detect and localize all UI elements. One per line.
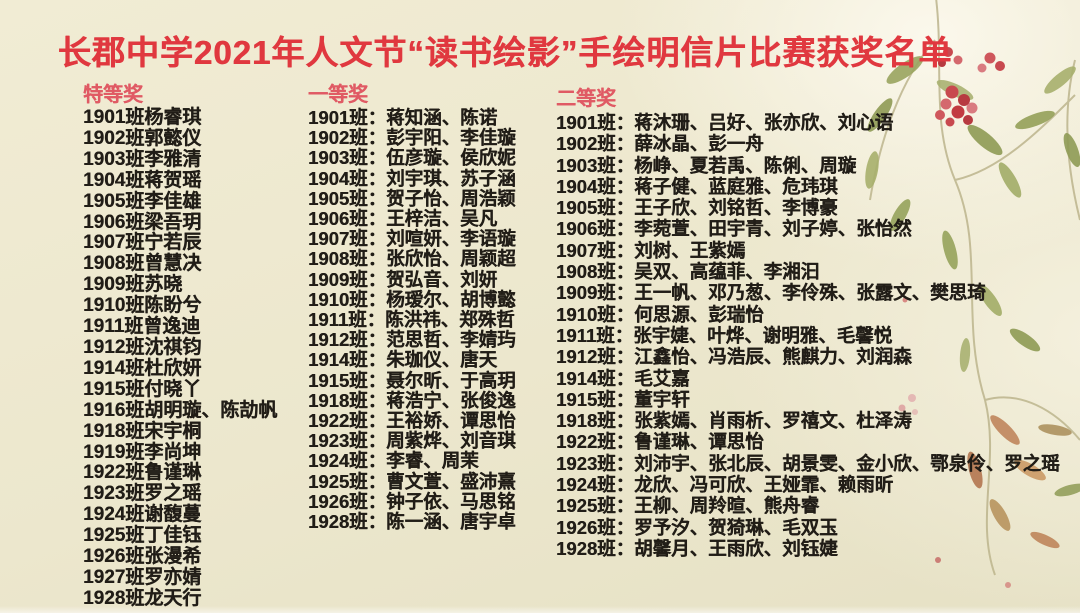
poster-title: 长郡中学2021年人文节“读书绘影”手绘明信片比赛获奖名单 — [57, 34, 953, 71]
winner-entry: 1904班：蒋子健、蓝庭雅、危玮琪 — [556, 175, 838, 197]
winner-entry: 1922班鲁谨琳 — [83, 462, 202, 484]
winner-entry: 1914班杜欣妍 — [83, 357, 202, 379]
winner-entry: 1922班：王裕娇、谭思怡 — [308, 410, 516, 432]
winner-entry: 1907班：刘喧妍、李语璇 — [308, 228, 516, 250]
winner-entry: 1903班：杨峥、夏若禹、陈俐、周璇 — [556, 154, 857, 176]
winner-entry: 1908班：张欣怡、周颖超 — [308, 248, 516, 270]
winner-entry: 1912班：江鑫怡、冯浩辰、熊麒力、刘润森 — [556, 346, 912, 368]
first-prize-list: 1901班：蒋知涵、陈诺 1902班：彭宇阳、李佳璇 1903班：伍彦璇、侯欣妮 19… — [308, 107, 516, 533]
winner-entry: 1905班李佳雄 — [83, 190, 202, 212]
winner-entry: 1918班宋宇桐 — [83, 420, 202, 442]
winner-entry: 1918班：蒋浩宁、张俊逸 — [308, 389, 516, 411]
winner-entry: 1907班宁若辰 — [83, 232, 202, 254]
column-first-prize: 一等奖 1901班：蒋知涵、陈诺 1902班：彭宇阳、李佳璇 1903班：伍彦璇、侯… — [308, 84, 516, 532]
winner-entry: 1926班：罗予汐、贺猗琳、毛双玉 — [556, 516, 838, 538]
winner-entry: 1902班郭懿仪 — [83, 127, 202, 149]
winner-entry: 1910班陈盼兮 — [83, 295, 202, 317]
column-second-prize: 二等奖 1901班：蒋沐珊、吕好、张亦欣、刘心语 1902班：薛冰晶、彭一舟 190… — [556, 88, 1060, 559]
winner-entry: 1923班罗之瑶 — [83, 483, 202, 505]
winner-entry: 1911班：陈洪祎、郑殊哲 — [308, 309, 515, 331]
winner-entry: 1905班：王子欣、刘铭哲、李博豪 — [556, 197, 838, 219]
winner-entry: 1924班：李睿、周茉 — [308, 450, 479, 472]
column-special-prize: 特等奖 1901班杨睿琪 1902班郭懿仪 1903班李雅清 1904班蒋贺瑶 1905… — [83, 84, 277, 610]
winner-entry: 1915班：聂尔昕、于高玥 — [308, 369, 516, 391]
winner-entry: 1911班曾逸迪 — [83, 316, 201, 338]
winner-entry: 1912班沈祺钧 — [83, 336, 202, 358]
winner-entry: 1910班：杨瑷尔、胡博懿 — [308, 288, 516, 310]
winner-entry: 1904班蒋贺瑶 — [83, 169, 202, 191]
winner-entry: 1923班：刘沛宇、张北辰、胡景雯、金小欣、鄂泉伶、罗之瑶 — [556, 452, 1060, 474]
winner-entry: 1901班：蒋沐珊、吕好、张亦欣、刘心语 — [556, 112, 894, 133]
winner-entry: 1912班：范思哲、李婧玙 — [308, 329, 516, 351]
winner-entry: 1904班：刘宇琪、苏子涵 — [308, 167, 516, 189]
winner-entry: 1908班：吴双、高蕴菲、李湘汩 — [556, 261, 820, 283]
winner-entry: 1928班龙天行 — [83, 587, 202, 609]
special-prize-header: 特等奖 — [83, 84, 143, 106]
first-prize-header: 一等奖 — [308, 84, 368, 106]
second-prize-list: 1901班：蒋沐珊、吕好、张亦欣、刘心语 1902班：薛冰晶、彭一舟 1903班：杨… — [556, 112, 1060, 559]
winner-entry: 1903班李雅清 — [83, 148, 202, 170]
special-prize-list: 1901班杨睿琪 1902班郭懿仪 1903班李雅清 1904班蒋贺瑶 1905班李佳雄… — [83, 107, 278, 610]
winner-entry: 1914班：毛艾嘉 — [556, 367, 690, 389]
winner-entry: 1908班曾慧决 — [83, 253, 202, 275]
winner-entry: 1915班：董宇轩 — [556, 388, 690, 410]
winner-entry: 1906班：王梓洁、吴凡 — [308, 208, 498, 230]
winner-entry: 1907班：刘树、王紫嫣 — [556, 239, 746, 261]
winner-entry: 1915班付晓丫 — [83, 378, 202, 400]
winner-entry: 1922班：鲁谨琳、谭思怡 — [556, 431, 764, 453]
winner-entry: 1909班苏晓 — [83, 274, 183, 296]
winner-entry: 1916班胡明璇、陈劼帆 — [83, 399, 278, 421]
winner-entry: 1909班：贺弘音、刘妍 — [308, 268, 498, 290]
winner-entry: 1910班：何思源、彭瑞怡 — [556, 303, 764, 325]
winner-entry: 1911班：张宇婕、叶烨、谢明雅、毛馨悦 — [556, 324, 893, 346]
winner-entry: 1906班：李菀萱、田宇青、刘子婷、张怡然 — [556, 218, 912, 240]
winner-entry: 1927班罗亦婧 — [83, 566, 202, 588]
winner-entry: 1905班：贺子怡、周浩颖 — [308, 187, 516, 209]
winner-entry: 1919班李尚坤 — [83, 441, 202, 463]
winner-entry: 1914班：朱珈仪、唐天 — [308, 349, 498, 371]
winner-entry: 1906班梁吾玥 — [83, 211, 202, 233]
winner-entry: 1901班：蒋知涵、陈诺 — [308, 107, 498, 128]
winner-entry: 1909班：王一帆、邓乃葱、李伶殊、张露文、樊思琦 — [556, 282, 986, 304]
winner-entry: 1924班谢馥蔓 — [83, 504, 202, 526]
winner-entry: 1902班：薛冰晶、彭一舟 — [556, 133, 764, 155]
winner-entry: 1928班：陈一涵、唐宇卓 — [308, 511, 516, 533]
winner-entry: 1925班丁佳钰 — [83, 525, 202, 547]
winner-entry: 1926班张漫希 — [83, 546, 202, 568]
winner-entry: 1926班：钟子依、马思铭 — [308, 490, 516, 512]
winner-entry: 1925班：王柳、周羚暄、熊舟睿 — [556, 495, 820, 517]
winner-entry: 1903班：伍彦璇、侯欣妮 — [308, 147, 516, 169]
winner-entry: 1924班：龙欣、冯可欣、王娅霏、赖雨昕 — [556, 474, 894, 496]
winner-entry: 1918班：张紫嫣、肖雨析、罗禧文、杜泽涛 — [556, 410, 912, 432]
winner-entry: 1928班：胡馨月、王雨欣、刘钰婕 — [556, 537, 838, 559]
winner-entry: 1902班：彭宇阳、李佳璇 — [308, 127, 516, 149]
winner-entry: 1923班：周紫烨、刘音琪 — [308, 430, 516, 452]
winner-entry: 1901班杨睿琪 — [83, 107, 202, 128]
winner-entry: 1925班：曹文萱、盛沛熹 — [308, 470, 516, 492]
second-prize-header: 二等奖 — [556, 88, 616, 110]
